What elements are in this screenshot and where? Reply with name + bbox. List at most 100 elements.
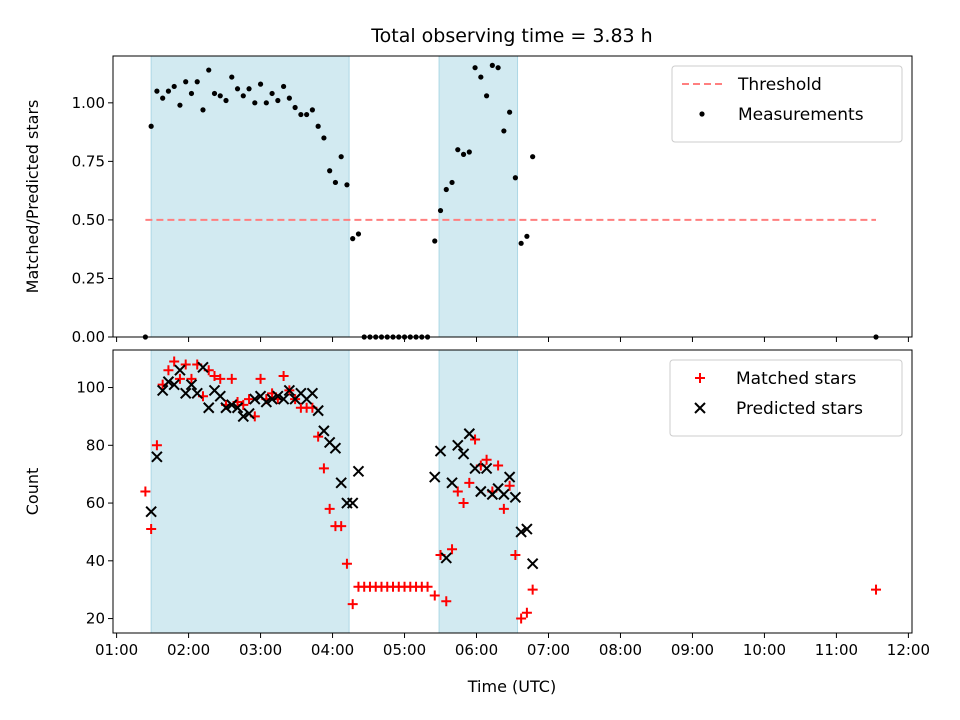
- x-tick-label: 10:00: [743, 641, 786, 659]
- data-point: [518, 240, 524, 246]
- data-point: [275, 97, 281, 104]
- legend-marker-swatch: [699, 111, 705, 117]
- x-tick-label: 03:00: [239, 641, 282, 659]
- data-point: [321, 135, 327, 141]
- legend: Threshold Measurements: [671, 65, 903, 143]
- shaded-interval-2: [438, 349, 519, 634]
- x-tick-label: 06:00: [455, 641, 498, 659]
- y-tick-label: 60: [86, 494, 105, 512]
- data-point: [252, 100, 258, 106]
- data-point: [352, 465, 365, 477]
- data-point: [203, 402, 215, 414]
- panel-count: 20 40 60 80 100 01:00 02:00 03:00 04:00 05:00 06:0…: [23, 349, 930, 659]
- x-tick-label: 09:00: [671, 641, 714, 659]
- data-point: [260, 396, 273, 408]
- data-point: [440, 552, 452, 564]
- data-point: [179, 387, 192, 400]
- data-point: [174, 373, 185, 384]
- data-point: [298, 111, 304, 118]
- panel-ratio: 0.00 0.25 0.50 0.75 1.00 Matched/Predicted st…: [23, 55, 913, 346]
- data-point: [347, 599, 358, 610]
- data-point: [501, 128, 507, 134]
- data-point: [341, 558, 352, 569]
- series-measurements: [142, 62, 879, 340]
- data-point: [464, 477, 475, 488]
- data-point: [194, 79, 200, 85]
- data-point: [148, 123, 154, 129]
- y-tick-label: 0.00: [72, 328, 105, 346]
- data-point: [469, 462, 481, 475]
- data-point: [313, 431, 324, 442]
- data-point: [188, 90, 195, 97]
- data-point: [871, 584, 882, 595]
- y-tick-label: 100: [76, 379, 105, 397]
- data-point: [160, 95, 166, 101]
- y-tick-label: 0.75: [72, 152, 105, 170]
- data-point: [244, 394, 255, 405]
- data-point: [472, 65, 478, 71]
- data-point: [211, 90, 218, 97]
- x-tick-label: 07:00: [527, 641, 570, 659]
- data-point: [318, 425, 330, 437]
- shaded-interval-2: [438, 55, 519, 338]
- data-point: [498, 503, 509, 514]
- data-point: [237, 410, 249, 423]
- data-point: [495, 65, 501, 71]
- data-point: [266, 393, 278, 405]
- data-point: [449, 179, 455, 186]
- data-point: [447, 544, 458, 555]
- legend-label: Threshold: [737, 75, 822, 95]
- data-point: [521, 607, 532, 618]
- data-point: [510, 550, 521, 561]
- data-point: [283, 384, 296, 397]
- data-point: [229, 74, 235, 80]
- y-tick-label: 80: [86, 436, 105, 454]
- data-point: [318, 463, 329, 474]
- data-point: [530, 154, 536, 160]
- data-point: [516, 613, 527, 624]
- data-point: [163, 365, 174, 376]
- data-point: [452, 439, 464, 452]
- data-point: [350, 236, 356, 242]
- x-axis-label: Time (UTC): [467, 677, 556, 696]
- legend-entry: Predicted stars: [694, 399, 863, 419]
- legend-label: Matched stars: [736, 369, 856, 389]
- legend-marker-swatch: [694, 402, 706, 414]
- data-point: [223, 97, 229, 104]
- data-point: [156, 384, 169, 397]
- y-tick-label: 0.25: [72, 269, 105, 287]
- data-point: [246, 86, 252, 92]
- axes-frame: [112, 55, 913, 338]
- legend-marker-swatch: [695, 373, 705, 383]
- data-point: [140, 486, 151, 497]
- data-point: [452, 486, 463, 497]
- data-point: [277, 393, 290, 405]
- data-point: [191, 387, 203, 400]
- axes-frame: [112, 349, 913, 634]
- data-point: [515, 526, 527, 538]
- data-point: [231, 402, 244, 414]
- data-point: [527, 584, 538, 595]
- data-point: [455, 147, 461, 153]
- data-point: [437, 207, 444, 214]
- x-tick-label: 05:00: [383, 641, 426, 659]
- data-point: [507, 109, 513, 115]
- data-point: [338, 154, 344, 160]
- data-point: [263, 100, 269, 106]
- data-point: [315, 123, 321, 129]
- data-point: [162, 376, 175, 388]
- y-axis-label: Matched/Predicted stars: [23, 100, 42, 294]
- data-point: [327, 168, 333, 174]
- data-point: [509, 491, 522, 503]
- data-point: [186, 373, 197, 384]
- data-point: [249, 393, 261, 405]
- data-point: [429, 590, 440, 601]
- data-point: [151, 451, 163, 463]
- x-tick-label: 11:00: [815, 641, 858, 659]
- data-point: [292, 104, 298, 111]
- data-point: [344, 182, 350, 188]
- x-tick-label: 02:00: [167, 641, 210, 659]
- data-point: [355, 231, 362, 237]
- legend-entry: Threshold: [682, 75, 822, 95]
